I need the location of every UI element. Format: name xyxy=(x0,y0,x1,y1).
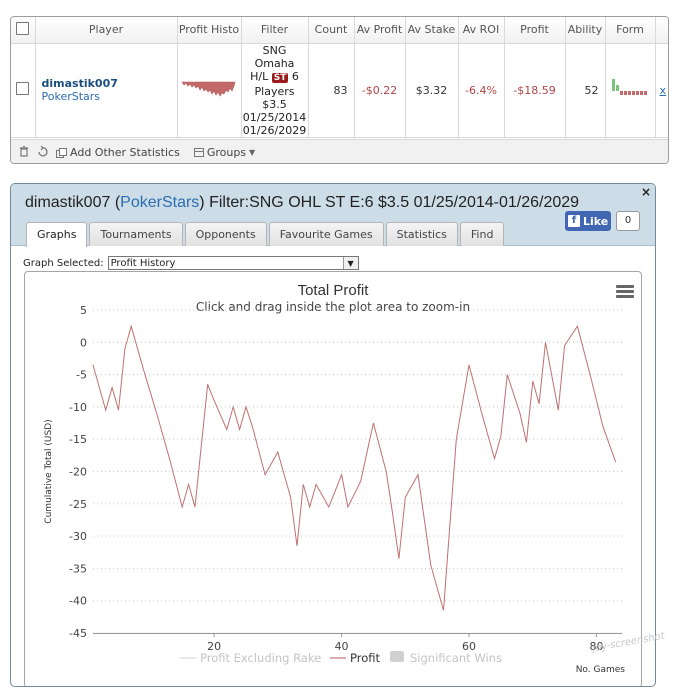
header-count[interactable]: Count xyxy=(308,17,355,44)
profit-chart[interactable]: Total Profit Click and drag inside the pl… xyxy=(24,271,642,687)
remove-row-link[interactable]: x xyxy=(659,83,666,97)
add-other-statistics-button[interactable]: Add Other Statistics xyxy=(56,146,180,159)
player-site-link[interactable]: PokerStars xyxy=(41,90,101,103)
groups-dropdown-button[interactable]: Groups ▼ xyxy=(193,146,256,159)
st-badge: ST xyxy=(271,72,289,83)
filter-cell: SNG Omaha H/L ST 6 Players $3.5 01/25/20… xyxy=(241,43,309,138)
y-tick-label: 0 xyxy=(80,336,87,349)
header-profit-histo[interactable]: Profit Histo xyxy=(177,17,242,44)
trash-icon[interactable] xyxy=(19,145,29,160)
select-all-checkbox[interactable] xyxy=(16,21,30,35)
graph-select-dropdown[interactable]: Profit History ▼ xyxy=(107,256,359,270)
x-tick-label: 80 xyxy=(590,640,604,653)
profit-histo-sparkline[interactable] xyxy=(178,74,240,104)
tab-opponents[interactable]: Opponents xyxy=(184,222,267,246)
av-roi-value: -6.4% xyxy=(458,43,505,138)
groups-icon xyxy=(193,148,204,157)
chevron-down-icon: ▼ xyxy=(249,148,256,157)
form-chart xyxy=(612,78,647,95)
x-tick-label: 60 xyxy=(462,640,476,653)
graph-panel-header: dimastik007 (PokerStars) Filter:SNG OHL … xyxy=(11,184,655,247)
header-select-all[interactable] xyxy=(11,17,36,44)
y-tick-label: -40 xyxy=(69,595,87,608)
header-profit[interactable]: Profit xyxy=(504,17,566,44)
chart-menu-icon[interactable] xyxy=(616,285,634,299)
y-tick-label: -25 xyxy=(69,498,87,511)
legend-item: Profit Excluding Rake xyxy=(200,651,321,665)
y-tick-label: -30 xyxy=(69,530,87,543)
graph-panel: dimastik007 (PokerStars) Filter:SNG OHL … xyxy=(10,183,656,687)
chart-title: Total Profit xyxy=(298,282,370,299)
count-value: 83 xyxy=(308,43,355,138)
header-av-roi[interactable]: Av ROI xyxy=(458,17,505,44)
refresh-icon[interactable] xyxy=(37,145,48,160)
tab-statistics[interactable]: Statistics xyxy=(385,222,458,246)
header-filter[interactable]: Filter xyxy=(241,17,309,44)
profit-value: -$18.59 xyxy=(504,43,566,138)
y-tick-label: -15 xyxy=(69,433,87,446)
chevron-down-icon: ▼ xyxy=(342,257,358,269)
header-remove xyxy=(655,17,668,44)
x-axis-label: No. Games xyxy=(576,665,626,675)
player-name-link[interactable]: dimastik007 xyxy=(41,77,118,90)
y-axis-label: Cumulative Total (USD) xyxy=(44,419,54,523)
tab-favourite-games[interactable]: Favourite Games xyxy=(268,222,384,246)
av-profit-value: -$0.22 xyxy=(354,43,406,138)
graph-panel-title: dimastik007 (PokerStars) Filter:SNG OHL … xyxy=(25,194,580,211)
y-tick-label: -10 xyxy=(69,401,87,414)
header-av-stake[interactable]: Av Stake xyxy=(405,17,459,44)
header-form[interactable]: Form xyxy=(605,17,656,44)
stats-table: Player Profit Histo Filter Count Av Prof… xyxy=(11,17,668,138)
add-stats-icon xyxy=(56,147,67,158)
series-line-profit xyxy=(92,324,617,611)
tab-graphs[interactable]: Graphs xyxy=(26,222,88,247)
av-stake-value: $3.32 xyxy=(405,43,459,138)
y-tick-label: -45 xyxy=(69,627,87,640)
tab-tournaments[interactable]: Tournaments xyxy=(89,222,183,246)
y-tick-label: -20 xyxy=(69,466,87,479)
ability-value: 52 xyxy=(565,43,606,138)
close-icon[interactable]: × xyxy=(640,185,651,199)
legend-swatch-significant-wins xyxy=(390,651,404,662)
chart-subtitle: Click and drag inside the plot area to z… xyxy=(196,300,470,314)
facebook-like-button[interactable]: f Like xyxy=(565,211,611,231)
header-av-profit[interactable]: Av Profit xyxy=(354,17,406,44)
y-tick-label: 5 xyxy=(80,304,87,317)
graph-panel-tabs: Graphs Tournaments Opponents Favourite G… xyxy=(26,222,505,247)
y-tick-label: -5 xyxy=(76,369,87,382)
facebook-icon: f xyxy=(568,215,580,227)
y-tick-label: -35 xyxy=(69,562,87,575)
row-checkbox[interactable] xyxy=(16,82,30,95)
x-tick-label: 20 xyxy=(207,640,221,653)
stats-table-panel: Player Profit Histo Filter Count Av Prof… xyxy=(10,16,669,164)
stats-toolbar: Add Other Statistics Groups ▼ xyxy=(11,139,668,163)
graph-selected-label: Graph Selected: xyxy=(23,257,104,269)
x-tick-label: 40 xyxy=(335,640,349,653)
header-player[interactable]: Player xyxy=(35,17,178,44)
legend-item: Profit xyxy=(350,651,380,665)
table-row: dimastik007 PokerStars SNG Omaha H/L ST … xyxy=(11,43,668,138)
graph-select-row: Graph Selected: Profit History ▼ xyxy=(23,256,359,270)
tab-find[interactable]: Find xyxy=(459,222,505,246)
legend-item: Significant Wins xyxy=(410,651,502,665)
header-ability[interactable]: Ability xyxy=(565,17,606,44)
like-count: 0 xyxy=(616,211,640,231)
title-site-link[interactable]: PokerStars xyxy=(120,194,200,211)
